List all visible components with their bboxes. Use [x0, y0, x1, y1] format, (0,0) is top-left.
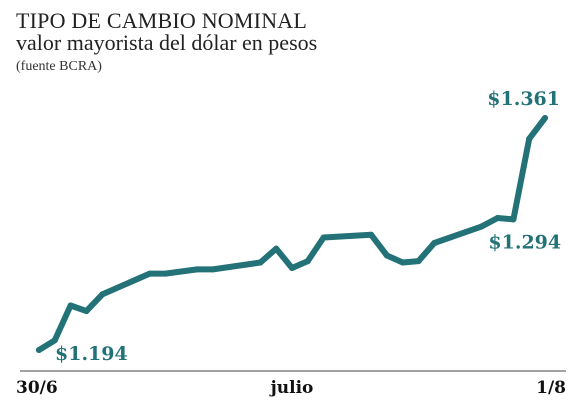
data-point: [399, 259, 406, 266]
data-point: [83, 308, 90, 315]
chart-title: TIPO DE CAMBIO NOMINAL: [16, 8, 308, 33]
data-point: [368, 231, 375, 238]
data-point: [273, 245, 280, 252]
data-point: [415, 258, 422, 265]
data-point: [526, 135, 533, 142]
data-point: [162, 270, 169, 277]
chart-header: TIPO DE CAMBIO NOMINAL valor mayorista d…: [16, 10, 317, 77]
x-tick-label: julio: [269, 378, 314, 398]
data-point: [431, 240, 438, 246]
x-tick-label: 1/8: [536, 378, 566, 398]
data-label: $1.361: [487, 88, 560, 110]
data-point: [67, 302, 74, 309]
x-tick-label: 30/6: [16, 378, 58, 398]
data-point: [304, 258, 311, 265]
data-point: [320, 234, 327, 241]
data-point: [209, 266, 216, 273]
data-point: [510, 216, 517, 223]
data-point: [383, 252, 390, 259]
data-point: [36, 347, 42, 353]
data-label: $1.294: [488, 231, 561, 253]
data-point: [478, 223, 485, 230]
data-point: [257, 259, 264, 266]
chart-subtitle: valor mayorista del dólar en pesos: [16, 30, 318, 55]
series-line-dollar-rate: [36, 115, 548, 353]
data-point: [51, 337, 58, 344]
data-labels: $1.194 $1.294 $1.361: [55, 88, 561, 365]
data-point: [289, 265, 295, 271]
data-points: [36, 115, 548, 353]
data-point: [99, 291, 106, 298]
chart-source: (fuente BCRA): [16, 59, 102, 74]
data-point: [494, 215, 501, 221]
data-point: [146, 270, 153, 277]
data-point: [194, 266, 201, 273]
data-label: $1.194: [55, 343, 128, 365]
x-tick-labels: 30/6 julio 1/8: [16, 378, 566, 398]
data-point: [542, 115, 548, 121]
